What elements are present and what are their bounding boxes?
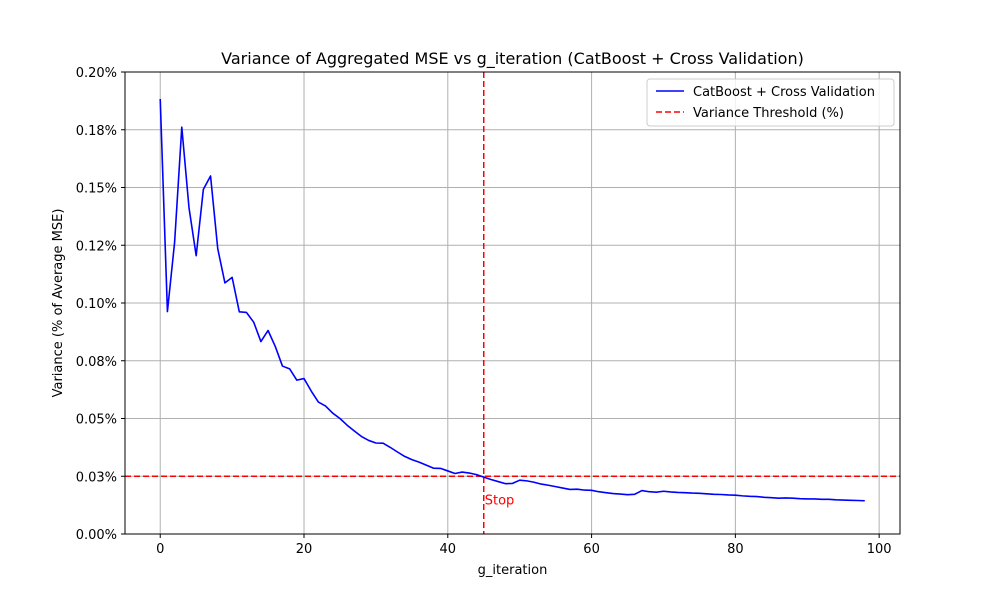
stop-annotation: Stop — [485, 493, 515, 508]
y-tick-label: 0.00% — [76, 528, 117, 543]
reference-lines — [125, 72, 900, 534]
y-tick-label: 0.10% — [76, 297, 117, 312]
series-line-catboost — [159, 99, 865, 502]
y-tick-label: 0.03% — [76, 470, 117, 485]
legend-label-catboost: CatBoost + Cross Validation — [693, 85, 875, 100]
chart-title: Variance of Aggregated MSE vs g_iteratio… — [221, 49, 804, 69]
y-tick-label: 0.20% — [76, 66, 117, 81]
series-layer — [159, 99, 865, 502]
y-axis: 0.00% 0.03% 0.05% 0.08% 0.10% 0.12% 0.15% 0.18%… — [76, 66, 125, 543]
x-tick-label: 40 — [440, 542, 457, 557]
x-axis-label: g_iteration — [478, 563, 548, 578]
x-tick-label: 0 — [156, 542, 164, 557]
y-tick-label: 0.05% — [76, 413, 117, 428]
legend-box — [646, 78, 895, 127]
y-axis-label: Variance (% of Average MSE) — [51, 209, 66, 398]
x-tick-label: 80 — [727, 542, 744, 557]
y-tick-label: 0.15% — [76, 182, 117, 197]
y-tick-label: 0.12% — [76, 239, 117, 254]
x-tick-label: 20 — [296, 542, 313, 557]
x-axis: 0 20 40 60 80 100 — [156, 534, 892, 557]
x-tick-label: 100 — [867, 542, 892, 557]
legend-label-threshold: Variance Threshold (%) — [693, 106, 844, 121]
y-tick-label: 0.08% — [76, 355, 117, 370]
legend: CatBoost + Cross Validation Variance Thr… — [646, 78, 895, 127]
y-tick-label: 0.18% — [76, 124, 117, 139]
x-tick-label: 60 — [583, 542, 600, 557]
